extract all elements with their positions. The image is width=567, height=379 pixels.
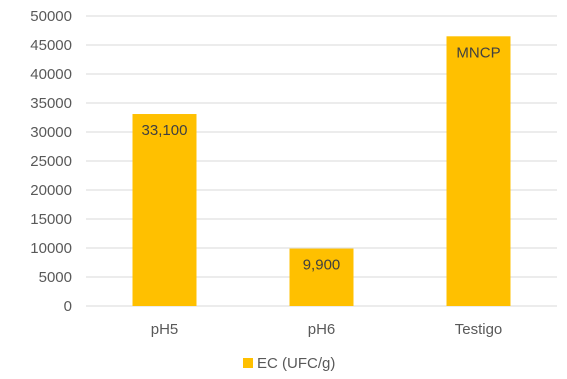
data-label: 9,900: [303, 257, 341, 274]
data-labels: 33,100 9,900 MNCP: [142, 44, 501, 273]
y-tick-label: 10000: [30, 240, 72, 257]
bar-ph6: [289, 248, 354, 306]
y-tick-label: 40000: [30, 66, 72, 83]
bar-ph5: [132, 114, 197, 307]
legend: EC (UFC/g): [243, 355, 335, 372]
bar-testigo: [446, 36, 511, 307]
data-label: MNCP: [456, 44, 500, 61]
data-label: 33,100: [142, 122, 188, 139]
y-tick-label: 20000: [30, 182, 72, 199]
y-tick-label: 30000: [30, 124, 72, 141]
y-tick-label: 25000: [30, 153, 72, 170]
x-category-label: Testigo: [455, 321, 503, 338]
y-tick-label: 0: [64, 298, 72, 315]
y-tick-label: 50000: [30, 8, 72, 25]
y-tick-label: 35000: [30, 95, 72, 112]
legend-swatch: [243, 358, 253, 368]
legend-label: EC (UFC/g): [257, 355, 335, 372]
y-tick-label: 5000: [39, 269, 72, 286]
y-axis-ticks: 0 5000 10000 15000 20000 25000 30000 35000 40000…: [30, 8, 72, 315]
x-category-label: pH5: [151, 321, 179, 338]
x-category-label: pH6: [308, 321, 336, 338]
y-tick-label: 45000: [30, 37, 72, 54]
bars: [132, 36, 511, 307]
x-axis-categories: pH5 pH6 Testigo: [151, 321, 503, 338]
y-tick-label: 15000: [30, 211, 72, 228]
